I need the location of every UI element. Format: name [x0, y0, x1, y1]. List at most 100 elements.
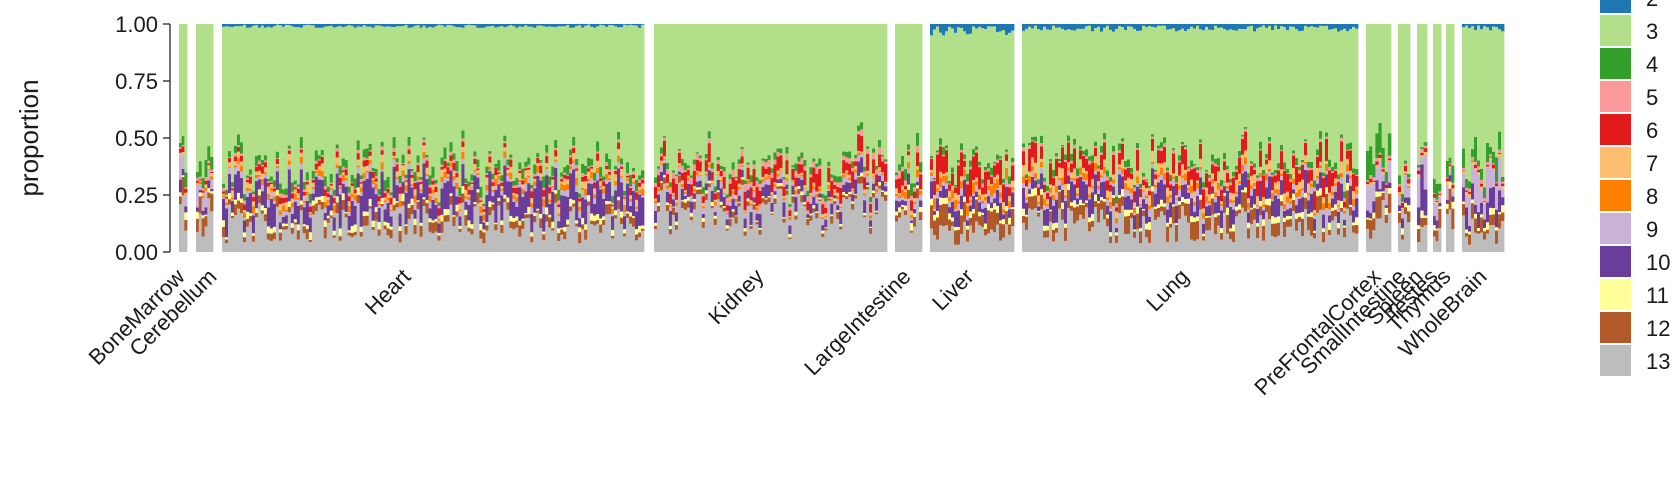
bar-segment-series-8 — [1250, 185, 1254, 189]
bar-segment-series-10 — [878, 175, 882, 182]
bar-segment-series-7 — [1091, 178, 1095, 186]
bar-segment-series-6 — [473, 158, 477, 165]
bar-segment-series-5 — [704, 158, 709, 161]
bar-segment-series-3 — [518, 26, 522, 163]
bar-segment-series-4 — [746, 162, 750, 165]
bar-segment-series-13 — [410, 214, 414, 252]
bar-segment-series-2 — [431, 24, 435, 28]
bar-segment-series-6 — [954, 187, 958, 193]
bar-segment-series-9 — [698, 176, 703, 181]
bar-segment-series-4 — [895, 172, 899, 176]
bar-segment-series-12 — [269, 233, 274, 241]
bar-segment-series-6 — [395, 164, 399, 172]
bar-segment-series-12 — [933, 220, 937, 235]
bar-segment-series-5 — [719, 169, 724, 171]
bar-segment-series-5 — [596, 151, 600, 154]
bar-segment-series-5 — [1106, 176, 1110, 181]
bar-segment-series-10 — [386, 202, 390, 223]
bar-segment-series-2 — [467, 24, 471, 25]
bar-segment-series-9 — [984, 200, 988, 208]
bar-segment-series-10 — [236, 171, 241, 193]
bar-segment-series-3 — [1232, 30, 1236, 172]
bar-segment-series-8 — [1130, 188, 1134, 194]
bar-segment-series-11 — [734, 215, 739, 217]
bar-segment-series-6 — [1088, 164, 1092, 187]
bar-segment-series-6 — [207, 163, 211, 166]
bar-segment-series-9 — [1058, 180, 1062, 186]
bar-segment-series-2 — [1349, 24, 1353, 30]
bar-segment-series-13 — [884, 200, 888, 252]
bar-segment-series-5 — [476, 167, 480, 169]
bar-segment-series-10 — [872, 183, 876, 191]
bar-segment-series-13 — [1349, 215, 1353, 252]
bar-segment-series-5 — [1049, 161, 1053, 164]
bar-segment-series-9 — [449, 166, 453, 171]
bar-segment-series-8 — [353, 195, 358, 201]
bar-segment-series-3 — [704, 24, 709, 154]
bar-segment-series-9 — [1097, 189, 1101, 194]
bar-segment-series-11 — [1253, 204, 1257, 209]
bar-segment-series-9 — [326, 202, 331, 206]
bar-segment-series-11 — [467, 220, 471, 228]
bar-segment-series-3 — [671, 24, 676, 171]
bar-segment-series-6 — [251, 197, 256, 202]
bar-segment-series-9 — [1142, 191, 1146, 200]
bar-segment-series-6 — [623, 197, 627, 199]
bar-segment-series-6 — [770, 177, 774, 193]
bar-segment-series-13 — [845, 199, 849, 252]
bar-segment-series-2 — [1208, 24, 1212, 30]
bar-segment-series-13 — [981, 226, 985, 252]
bar-segment-series-13 — [770, 214, 774, 252]
bar-segment-series-6 — [596, 153, 600, 161]
bar-segment-series-6 — [458, 196, 462, 204]
bar-segment-series-7 — [548, 193, 552, 200]
bar-segment-series-8 — [1331, 191, 1335, 196]
bar-segment-series-7 — [1133, 202, 1137, 208]
bar-segment-series-12 — [1211, 198, 1215, 215]
bar-segment-series-6 — [410, 174, 414, 178]
bar-segment-series-4 — [1091, 155, 1095, 162]
bar-segment-series-3 — [1238, 28, 1242, 151]
bar-segment-series-10 — [1495, 209, 1499, 228]
bar-segment-series-5 — [1058, 161, 1062, 163]
bar-segment-series-6 — [1498, 153, 1502, 154]
bar-segment-series-7 — [1349, 170, 1353, 176]
bar-segment-series-10 — [936, 198, 940, 211]
bar-segment-series-3 — [1337, 31, 1341, 175]
bar-segment-series-3 — [584, 25, 588, 166]
bar-segment-series-7 — [990, 184, 994, 186]
bar-segment-series-3 — [758, 24, 762, 181]
bar-segment-series-13 — [907, 198, 911, 252]
bar-segment-series-11 — [548, 214, 552, 218]
bar-segment-series-5 — [440, 164, 444, 167]
bar-segment-series-11 — [695, 187, 700, 190]
bar-segment-series-4 — [1349, 142, 1353, 150]
bar-segment-series-12 — [455, 211, 459, 217]
bar-segment-series-13 — [1433, 236, 1437, 252]
bar-segment-series-13 — [665, 211, 670, 252]
bar-segment-series-13 — [1097, 222, 1101, 252]
bar-segment-series-6 — [1223, 161, 1227, 171]
bar-segment-series-6 — [464, 183, 468, 190]
bar-segment-series-9 — [1343, 213, 1347, 220]
bar-segment-series-5 — [230, 186, 235, 189]
bar-segment-series-11 — [560, 227, 564, 230]
bar-segment-series-10 — [1142, 199, 1146, 209]
bar-segment-series-12 — [470, 228, 474, 235]
bar-segment-series-11 — [755, 220, 759, 222]
bar-segment-series-10 — [1310, 193, 1314, 213]
bar-segment-series-13 — [704, 200, 709, 252]
bar-segment-series-7 — [1229, 192, 1233, 200]
bar-segment-series-10 — [482, 222, 486, 230]
bar-segment-series-7 — [1031, 157, 1035, 167]
bar-segment-series-11 — [419, 222, 423, 226]
bar-segment-series-5 — [1005, 151, 1009, 155]
bar-segment-series-3 — [1106, 25, 1110, 171]
bar-segment-series-3 — [901, 24, 905, 156]
bar-segment-series-8 — [1205, 196, 1209, 203]
bar-segment-series-9 — [1369, 185, 1373, 213]
bar-segment-series-10 — [728, 205, 733, 218]
bar-segment-series-4 — [1438, 183, 1442, 192]
bar-segment-series-2 — [1136, 24, 1140, 31]
bar-segment-series-13 — [1492, 224, 1496, 252]
